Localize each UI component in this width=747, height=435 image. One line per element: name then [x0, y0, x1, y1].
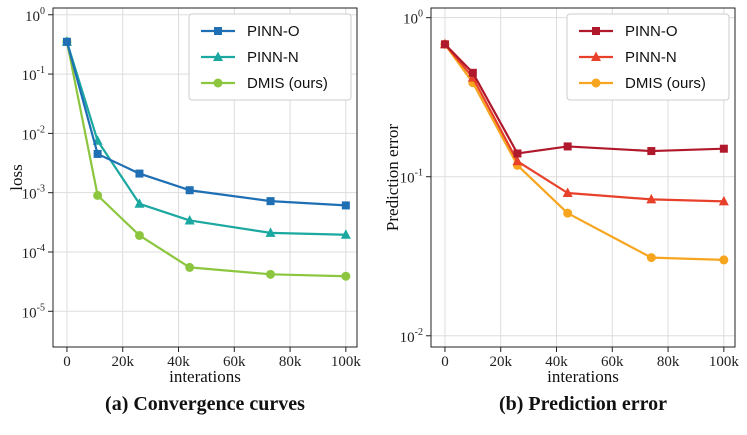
legend-marker-dmis-ours [591, 78, 601, 88]
y-tick-label: 10-4 [22, 243, 45, 262]
x-axis-label: interations [169, 367, 241, 386]
series-line-pinn-o [444, 43, 724, 155]
x-tick-label: 80k [279, 354, 302, 370]
legend-label-pinn-n: PINN-N [625, 49, 677, 66]
data-point-pinn-o [135, 169, 144, 178]
x-tick-label: 40k [167, 354, 190, 370]
panel-convergence-curves: 0 20k 40k 60k 80k 100k 100 10-1 10-2 10-3 10-4 10-5… [7, 6, 361, 415]
legend-marker-pinn-n [213, 51, 223, 61]
data-point-pinn-o [468, 68, 477, 77]
series-line-dmis-ours [65, 41, 346, 278]
data-point-dmis-ours [563, 208, 573, 218]
legend-box [188, 13, 352, 101]
data-point-pinn-n [134, 198, 145, 208]
y-tick-label: 10-3 [22, 184, 45, 203]
plot-frame [52, 7, 358, 348]
legend-marker-pinn-o [214, 27, 222, 35]
series-line-pinn-o [65, 41, 346, 207]
legend-box [566, 13, 730, 101]
data-point-dmis-ours [93, 190, 103, 200]
series-line-dmis-ours [444, 43, 724, 261]
y-axis-label: Prediction error [383, 124, 402, 231]
legend-marker-pinn-o [592, 27, 600, 35]
data-point-pinn-o [513, 149, 522, 158]
data-point-pinn-o [93, 149, 102, 158]
x-tick-label: 40k [545, 354, 568, 370]
data-point-dmis-ours [185, 262, 195, 272]
x-tick-label: 20k [489, 354, 512, 370]
y-tick-label: 10-1 [22, 65, 45, 84]
data-point-pinn-o [440, 40, 449, 49]
y-tick-label: 10-1 [400, 168, 423, 187]
data-point-dmis-ours [719, 255, 729, 265]
x-tick-label: 60k [601, 354, 624, 370]
data-point-pinn-n [340, 229, 351, 239]
x-tick-label: 0 [441, 354, 449, 370]
data-point-pinn-o [563, 142, 572, 151]
panel-prediction-error: 0 20k 40k 60k 80k 100k 100 10-1 10-2 interations P… [383, 7, 740, 415]
data-point-dmis-ours [646, 253, 656, 263]
data-point-pinn-o [266, 197, 275, 206]
data-point-dmis-ours [341, 271, 351, 281]
x-tick-label: 80k [657, 354, 680, 370]
y-tick-label: 100 [403, 9, 423, 28]
legend-label-pinn-n: PINN-N [247, 49, 299, 66]
x-tick-label: 20k [111, 354, 134, 370]
legend-label-dmis-ours: DMIS (ours) [625, 75, 706, 92]
legend-label-dmis-ours: DMIS (ours) [247, 75, 328, 92]
data-point-pinn-n [184, 214, 195, 225]
data-point-pinn-n [512, 155, 523, 166]
x-tick-label: 100k [331, 354, 362, 370]
panel-caption: (b) Prediction error [499, 393, 667, 415]
x-tick-label: 60k [223, 354, 246, 370]
legend-marker-pinn-n [591, 51, 601, 61]
x-tick-label: 0 [63, 354, 71, 370]
y-tick-label: 10-2 [400, 327, 423, 346]
data-point-pinn-o [341, 201, 350, 210]
data-point-dmis-ours [266, 269, 276, 279]
plot-frame [430, 7, 736, 348]
data-point-pinn-n [265, 227, 276, 237]
data-point-pinn-o [719, 144, 728, 153]
data-point-pinn-o [62, 37, 71, 46]
y-tick-label: 10-2 [22, 124, 45, 143]
y-axis-label: loss [7, 164, 26, 190]
x-axis-label: interations [547, 367, 619, 386]
data-point-dmis-ours [134, 230, 144, 240]
legend-marker-dmis-ours [213, 78, 223, 88]
series-line-pinn-n [444, 43, 724, 203]
legend-label-pinn-o: PINN-O [247, 23, 300, 40]
x-tick-label: 100k [709, 354, 740, 370]
y-tick-label: 10-5 [22, 302, 45, 321]
data-point-pinn-o [185, 186, 194, 195]
data-point-pinn-n [646, 193, 657, 204]
data-point-pinn-o [647, 147, 656, 156]
data-point-pinn-n [562, 187, 573, 197]
panel-caption: (a) Convergence curves [105, 393, 305, 415]
data-point-pinn-n [718, 195, 729, 206]
y-tick-label: 100 [25, 6, 45, 25]
series-line-pinn-n [65, 41, 346, 236]
legend-label-pinn-o: PINN-O [625, 23, 678, 40]
